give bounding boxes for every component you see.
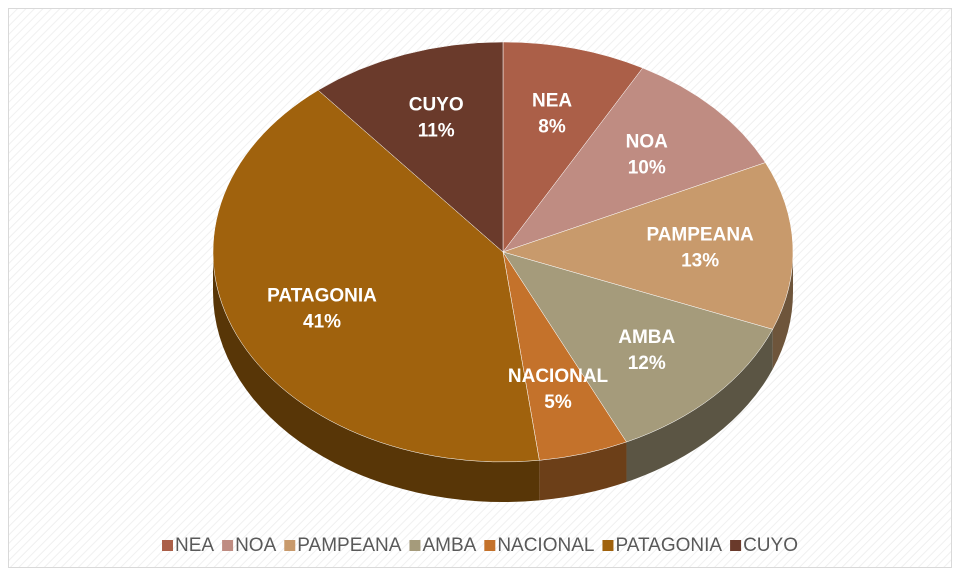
slice-label: PAMPEANA <box>646 225 754 246</box>
slice-label: NEA <box>532 91 572 112</box>
slice-label: AMBA <box>618 327 675 348</box>
slice-value-label: 12% <box>628 353 666 374</box>
legend-swatch <box>284 540 296 551</box>
slice-value-label: 8% <box>538 117 566 138</box>
legend-label: CUYO <box>743 535 798 556</box>
slice <box>502 251 774 443</box>
slice <box>502 67 766 253</box>
legend-label: PATAGONIA <box>615 535 722 556</box>
legend-swatch <box>484 540 496 551</box>
slice <box>502 162 794 330</box>
slice-side <box>539 442 627 501</box>
slice-label: CUYO <box>409 95 464 116</box>
legend-label: NEA <box>175 535 214 556</box>
slice <box>317 41 504 253</box>
slice-value-label: 13% <box>681 251 719 272</box>
slice-value-label: 10% <box>628 157 666 178</box>
legend-label: PAMPEANA <box>297 535 402 556</box>
legend-swatch <box>602 540 614 551</box>
slice <box>502 41 644 253</box>
slice-side <box>213 252 540 502</box>
legend-label: AMBA <box>422 535 476 556</box>
slice-label: NACIONAL <box>508 366 609 387</box>
legend-swatch <box>730 540 742 551</box>
pie: NEA 8% NOA 10% PAMPEANA 13% AMBA 12% NACIONAL 5% P… <box>212 41 794 502</box>
slice-side <box>626 329 773 483</box>
slice-label: PATAGONIA <box>267 286 377 307</box>
legend-swatch <box>409 540 421 551</box>
slice-label: NOA <box>626 131 669 152</box>
legend: NEA NOA PAMPEANA AMBA NACIONAL PATAGONIA CUYO <box>162 535 798 556</box>
slice-value-label: 41% <box>303 312 341 333</box>
legend-swatch <box>162 540 174 551</box>
legend-label: NACIONAL <box>497 535 594 556</box>
slice-value-label: 5% <box>544 392 572 413</box>
legend-swatch <box>222 540 234 551</box>
slice-side <box>772 252 793 370</box>
slice-value-label: 11% <box>418 121 455 142</box>
slice <box>212 89 540 463</box>
legend-label: NOA <box>235 535 277 556</box>
